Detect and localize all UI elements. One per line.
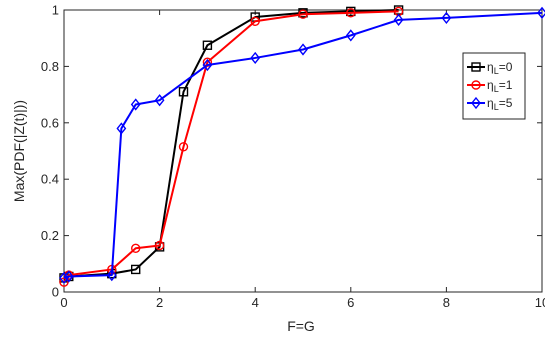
legend-item: ηL=0 <box>467 60 513 76</box>
legend-item: ηL=1 <box>467 78 513 94</box>
legend-value: =0 <box>499 60 513 74</box>
data-point <box>250 51 261 65</box>
y-tick-label: 1 <box>52 3 59 18</box>
legend-marker <box>471 80 481 90</box>
legend: ηL=0ηL=1ηL=5 <box>462 52 526 120</box>
data-point <box>154 94 165 107</box>
data-point <box>441 11 452 25</box>
data-point <box>393 13 404 26</box>
data-point <box>59 277 69 287</box>
legend-subscript: L <box>494 102 499 112</box>
y-tick-label: 0.4 <box>41 172 59 187</box>
series-line <box>63 10 399 283</box>
data-point <box>298 9 308 19</box>
x-axis-label: F=G <box>287 318 315 334</box>
data-point <box>130 264 141 275</box>
data-point <box>202 58 213 72</box>
x-tick-label: 4 <box>252 295 259 310</box>
x-tick-label: 0 <box>60 295 67 310</box>
legend-label: ηL=0 <box>487 60 513 76</box>
data-point <box>178 87 189 97</box>
legend-eta: η <box>487 60 494 74</box>
y-tick-label: 0 <box>52 285 59 300</box>
data-point <box>250 16 260 26</box>
legend-marker <box>471 62 481 72</box>
legend-subscript: L <box>494 84 499 94</box>
y-tick-label: 0.2 <box>41 228 59 243</box>
data-point <box>202 40 213 50</box>
data-point <box>130 98 141 111</box>
x-tick-label: 6 <box>347 295 354 310</box>
series-layer <box>59 5 545 287</box>
data-point <box>116 122 127 135</box>
legend-subscript: L <box>494 66 499 76</box>
x-tick-label: 8 <box>443 295 450 310</box>
legend-marker <box>471 96 481 110</box>
data-point <box>345 29 356 42</box>
data-point <box>346 8 356 18</box>
legend-value: =5 <box>499 96 513 110</box>
series-line <box>63 11 543 279</box>
legend-eta: η <box>487 96 494 110</box>
legend-value: =1 <box>499 78 513 92</box>
x-tick-label: 10 <box>535 295 545 310</box>
legend-eta: η <box>487 78 494 92</box>
data-point <box>154 240 165 251</box>
data-point <box>298 43 308 56</box>
axes: 0 2 4 6 8 10 0 0.2 0.4 0.6 0.8 1 F=G Max(PDF(|Z(t)|)) <box>11 3 545 335</box>
data-point <box>130 243 141 253</box>
data-point <box>59 271 69 285</box>
y-axis-label: Max(PDF(|Z(t)|)) <box>11 100 27 202</box>
legend-label: ηL=5 <box>487 96 513 112</box>
series-circle <box>59 6 404 287</box>
data-point <box>106 268 117 282</box>
series-square <box>59 5 404 283</box>
plot-area-frame <box>63 9 543 293</box>
series-diamond <box>59 6 545 285</box>
data-point <box>178 142 189 152</box>
legend-item: ηL=5 <box>467 96 513 112</box>
x-tick-label: 2 <box>156 295 163 310</box>
y-tick-label: 0.6 <box>41 115 59 130</box>
data-point <box>63 270 74 283</box>
y-tick-label: 0.8 <box>41 59 59 74</box>
legend-label: ηL=1 <box>487 78 513 94</box>
